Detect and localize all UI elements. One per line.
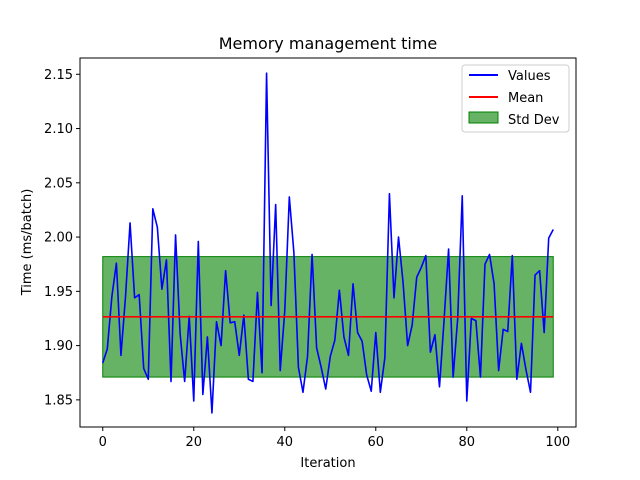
y-tick-label: 2.10 <box>44 122 73 137</box>
y-axis: 1.85 1.90 1.95 2.00 2.05 2.10 2.15 <box>44 68 80 408</box>
plot-area <box>101 72 554 414</box>
y-axis-label: Time (ms/batch) <box>20 189 35 297</box>
x-axis-label: Iteration <box>300 456 355 471</box>
legend-mean-label: Mean <box>508 91 543 106</box>
y-tick-label: 2.15 <box>44 68 73 83</box>
axes-frame <box>79 57 577 428</box>
legend-std-label: Std Dev <box>508 113 560 128</box>
x-tick-label: 80 <box>459 435 476 450</box>
legend-values-label: Values <box>508 69 551 84</box>
y-tick-label: 1.90 <box>44 339 73 354</box>
chart-title: Memory management time <box>219 34 438 53</box>
y-tick-label: 1.85 <box>44 393 73 408</box>
y-tick-label: 1.95 <box>44 285 73 300</box>
legend: Values Mean Std Dev <box>461 64 570 133</box>
x-tick-label: 40 <box>276 435 293 450</box>
x-axis: 0 20 40 60 80 100 <box>99 427 570 450</box>
y-tick-label: 2.00 <box>44 231 73 246</box>
legend-std-swatch <box>468 111 499 124</box>
x-tick-label: 100 <box>545 435 570 450</box>
y-tick-label: 2.05 <box>44 176 73 191</box>
x-tick-label: 60 <box>368 435 385 450</box>
x-tick-label: 20 <box>185 435 202 450</box>
values-line <box>101 72 554 414</box>
x-tick-label: 0 <box>99 435 107 450</box>
